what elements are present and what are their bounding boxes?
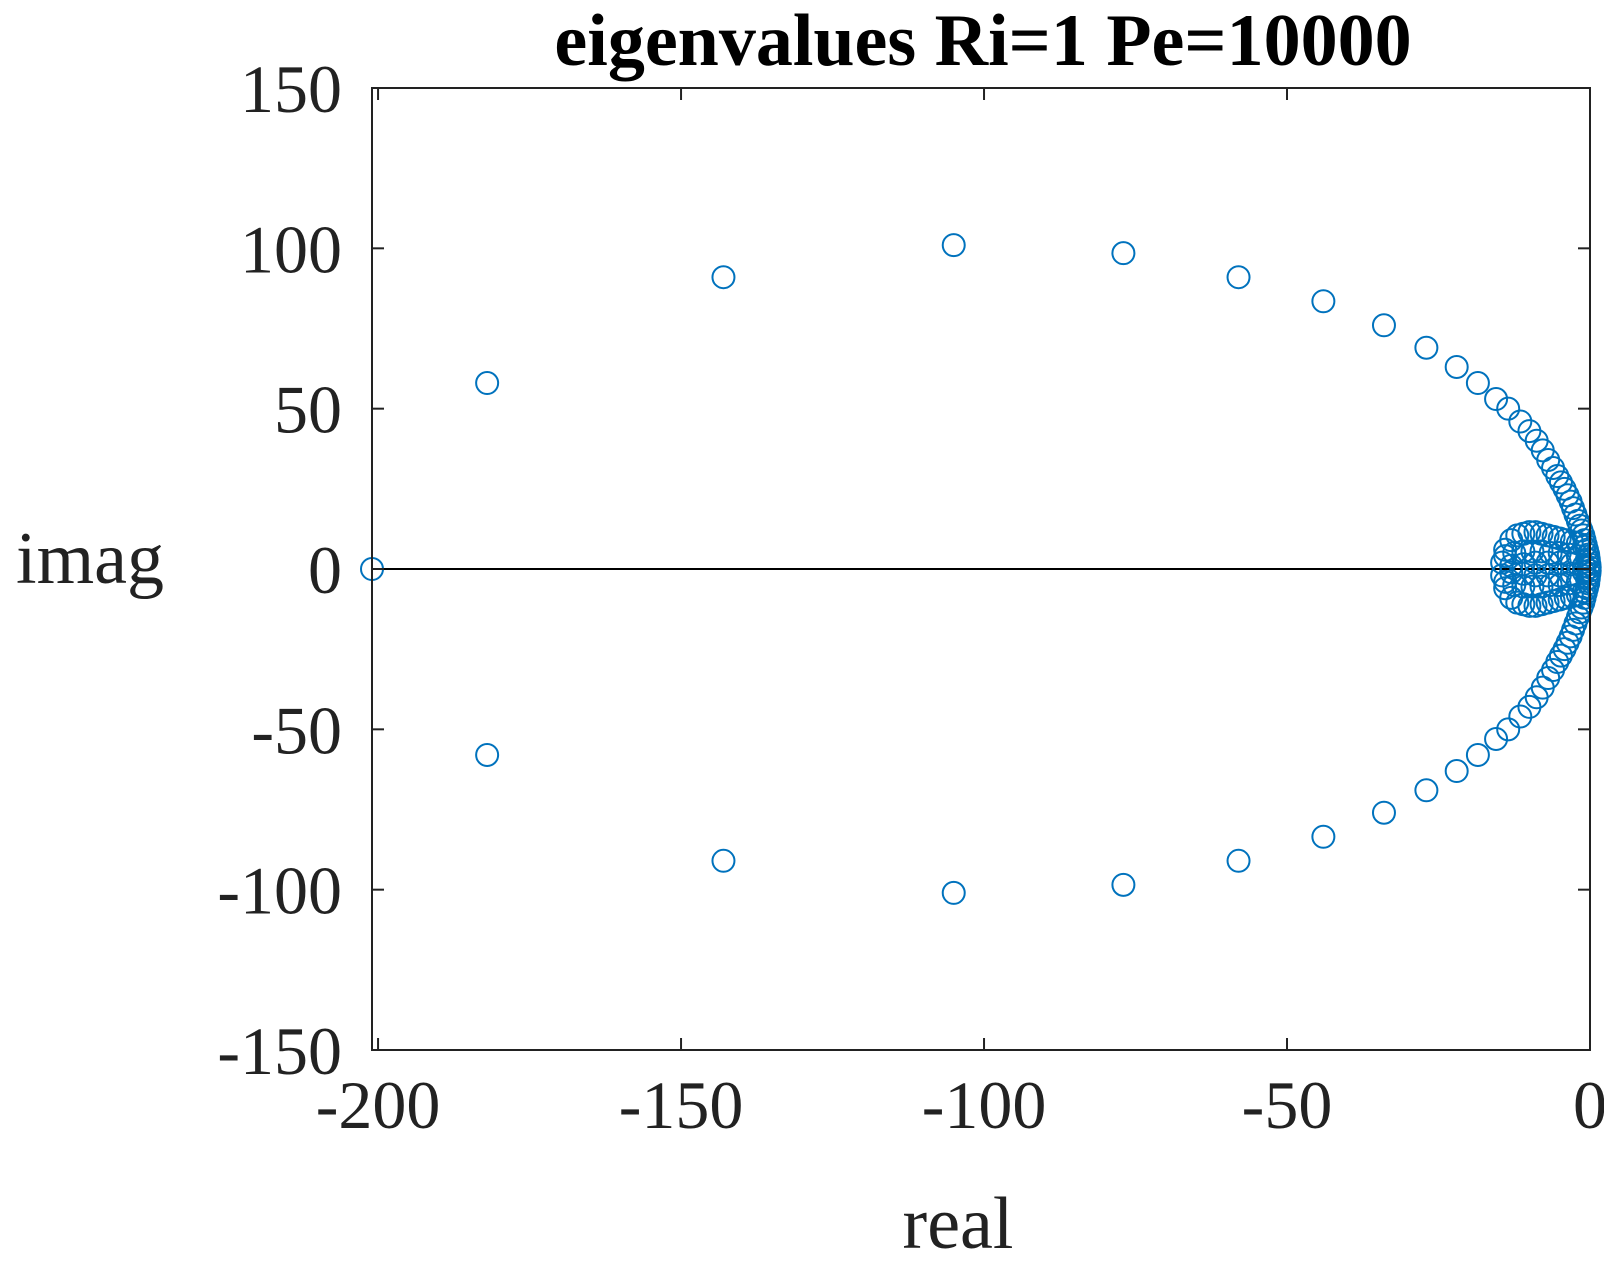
data-point (1311, 824, 1336, 849)
data-point (1111, 872, 1136, 897)
data-point (1535, 563, 1560, 588)
data-point (1517, 419, 1542, 444)
y-tick-label: 100 (240, 211, 342, 287)
data-point (941, 233, 966, 258)
data-point (1444, 354, 1469, 379)
data-point (1226, 265, 1251, 290)
y-tick-label: 50 (274, 372, 342, 448)
data-point (1508, 704, 1533, 729)
data-point (1311, 289, 1336, 314)
data-point (1444, 759, 1469, 784)
data-point (1484, 726, 1509, 751)
data-point (1414, 778, 1439, 803)
data-point (941, 880, 966, 905)
y-tick-labels: -150 -100 -50 0 50 100 150 (217, 51, 342, 1089)
x-tick-label: -50 (1242, 1067, 1333, 1143)
data-point (1545, 649, 1570, 674)
data-point (1547, 563, 1572, 588)
data-point (1548, 643, 1573, 668)
data-point (1523, 563, 1548, 588)
x-tick-labels: -200 -150 -100 -50 0 (316, 1067, 1604, 1143)
data-point (1371, 313, 1396, 338)
y-tick-label: -150 (217, 1013, 342, 1089)
x-axis-label: real (903, 1183, 1014, 1262)
data-point (1496, 396, 1521, 421)
data-point (1484, 387, 1509, 412)
data-point (1559, 561, 1584, 586)
y-axis-label: imag (16, 518, 164, 600)
data-point (711, 265, 736, 290)
data-point (1371, 800, 1396, 825)
data-point (1499, 553, 1524, 578)
y-tick-label: -50 (251, 692, 342, 768)
data-point (475, 371, 500, 396)
data-points (360, 233, 1602, 905)
data-point (1545, 464, 1570, 489)
data-point (1571, 553, 1596, 578)
data-point (1414, 335, 1439, 360)
x-tick-label: -200 (316, 1067, 441, 1143)
y-tick-label: 150 (240, 51, 342, 127)
x-tick-label: -150 (619, 1067, 744, 1143)
x-tick-label: 0 (1573, 1067, 1604, 1143)
data-point (1529, 574, 1554, 599)
data-point (1226, 848, 1251, 873)
data-point (1529, 539, 1554, 564)
data-point (1517, 694, 1542, 719)
data-point (711, 848, 736, 873)
data-point (1111, 241, 1136, 266)
data-point (475, 742, 500, 767)
data-point (1465, 742, 1490, 767)
plot-area (360, 233, 1602, 905)
data-point (1548, 470, 1573, 495)
data-point (1496, 717, 1521, 742)
y-tick-label: -100 (217, 853, 342, 929)
axis-ticks (372, 87, 1591, 1051)
data-point (1499, 560, 1524, 585)
data-point (1511, 561, 1536, 586)
chart-title: eigenvalues Ri=1 Pe=10000 (554, 0, 1411, 82)
data-point (1535, 550, 1560, 575)
data-point (1508, 409, 1533, 434)
x-tick-label: -100 (922, 1067, 1047, 1143)
y-tick-label: 0 (308, 532, 342, 608)
data-point (1571, 560, 1596, 585)
data-point (1465, 371, 1490, 396)
